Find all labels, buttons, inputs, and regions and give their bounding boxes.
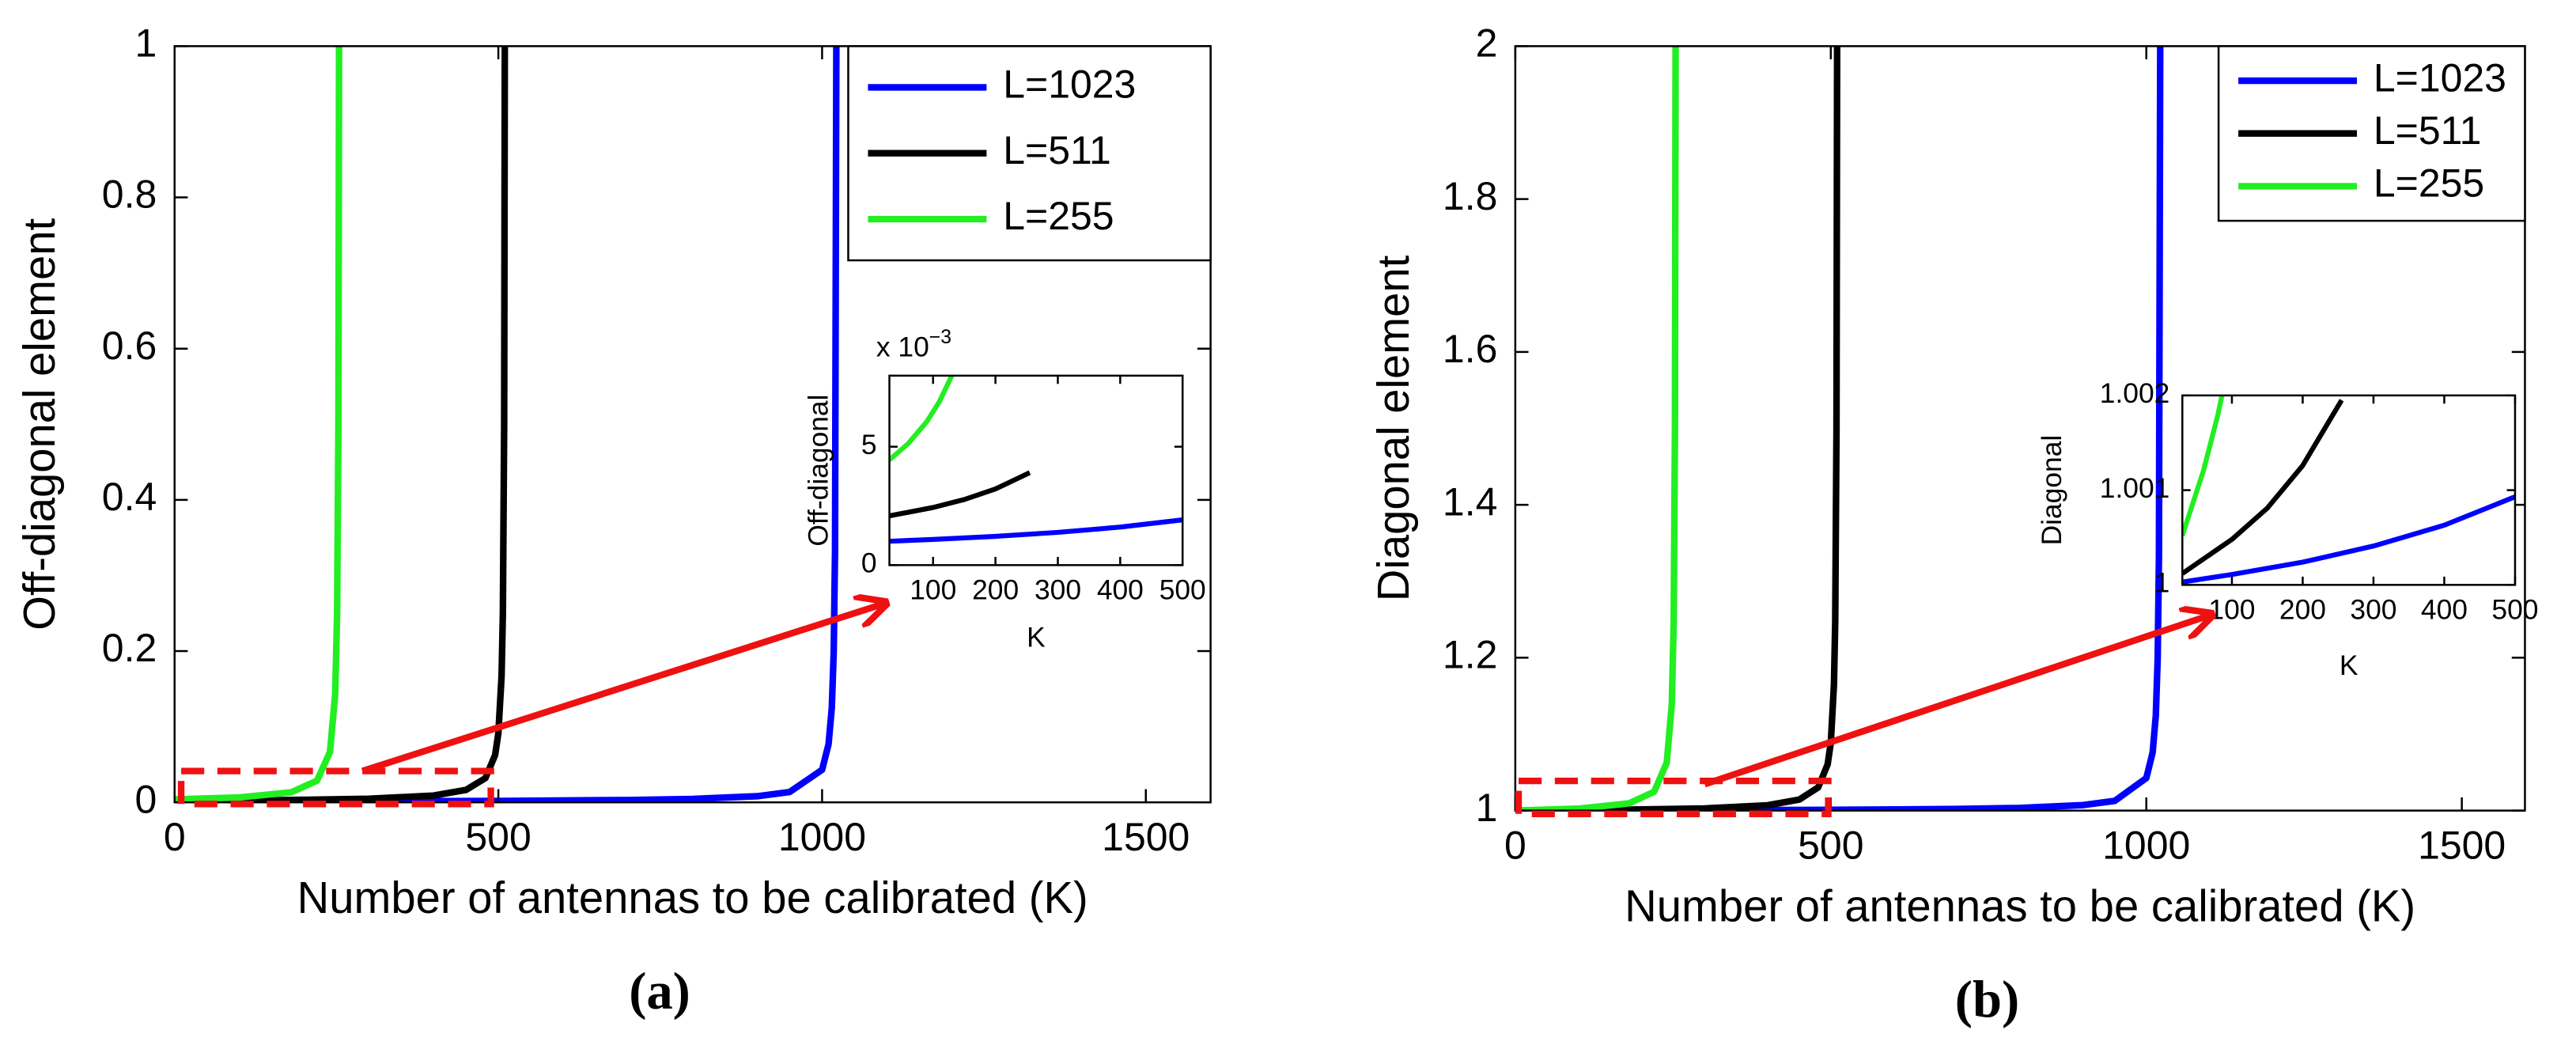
zoom-box (177, 767, 494, 808)
x-axis-label: Number of antennas to be calibrated (K) (297, 873, 1088, 922)
series-line (2182, 395, 2225, 537)
x-tick-label: 400 (2421, 593, 2468, 625)
legend-label: L=1023 (2374, 55, 2506, 100)
x-tick-label: 500 (465, 815, 531, 859)
y-tick-label: 1.6 (1443, 327, 1497, 371)
series-line (889, 517, 1183, 544)
x-tick-label: 500 (2491, 593, 2538, 625)
x-tick-label: 200 (972, 574, 1019, 605)
zoom-annotation-a (177, 603, 886, 808)
series-line (174, 46, 342, 803)
chart: 100 200 300 400 500 1 1.001 1.002 K Diagonal (2036, 377, 2538, 681)
zoom-annotation-b (1515, 615, 2212, 817)
y-tick-label: 1.4 (1443, 479, 1497, 524)
zoom-arrow (1704, 615, 2211, 788)
x-tick-label: 0 (164, 815, 186, 859)
x-axis-label: K (2340, 649, 2358, 681)
x-tick-label: 200 (2279, 593, 2326, 625)
axes-frame (173, 45, 1212, 804)
legend-label: L=511 (2374, 108, 2482, 153)
x-tick-label: 300 (1035, 574, 1081, 605)
y-multiplier: x 10−3 (876, 326, 951, 362)
x-tick-label: 400 (1097, 574, 1144, 605)
legend-label: L=1023 (1003, 62, 1136, 107)
y-axis-label: Diagonal element (1368, 255, 1418, 601)
series-line (2182, 399, 2344, 576)
y-tick-label: 1.002 (2100, 377, 2170, 409)
y-axis-label: Off-diagonal (802, 395, 834, 547)
series-line (1515, 46, 1840, 811)
plot-area (889, 375, 1183, 566)
caption: (a) (629, 963, 690, 1021)
y-tick-label: 1 (134, 21, 157, 66)
caption: (b) (1955, 971, 2019, 1029)
legend-label: L=511 (1003, 128, 1111, 172)
plot-area (2182, 395, 2515, 585)
series-line (889, 470, 1031, 519)
y-tick-label: 0.2 (102, 626, 157, 670)
legend-label: L=255 (1003, 194, 1114, 238)
y-tick-label: 0.4 (102, 475, 157, 519)
y-tick-label: 1 (1476, 786, 1498, 830)
x-tick-label: 1000 (2102, 823, 2190, 867)
legend-label: L=255 (2374, 161, 2484, 206)
y-tick-label: 1 (2154, 567, 2170, 599)
x-axis-label: K (1027, 621, 1046, 653)
series-line (2182, 494, 2515, 585)
x-tick-label: 100 (2208, 593, 2255, 625)
x-axis-label: Number of antennas to be calibrated (K) (1625, 880, 2415, 930)
y-axis-label: Diagonal (2036, 435, 2067, 546)
x-tick-label: 500 (1798, 823, 1863, 867)
series-line (889, 375, 955, 462)
chart: 0 500 1000 1500 1 1.2 1.4 1.6 1.8 2 Number of ante… (1368, 21, 2526, 1029)
zoom-box (1515, 777, 1832, 817)
y-tick-label: 0.6 (102, 324, 157, 368)
x-tick-label: 100 (910, 574, 956, 605)
y-tick-label: 0 (134, 777, 157, 821)
zoom-arrow (361, 603, 886, 774)
y-tick-label: 5 (861, 429, 877, 460)
y-tick-label: 1.2 (1443, 633, 1497, 677)
x-tick-label: 500 (1159, 574, 1206, 605)
multiplier-exponent: −3 (929, 326, 951, 347)
y-tick-label: 0.8 (102, 172, 157, 217)
y-tick-label: 1.001 (2100, 472, 2170, 504)
series-line (1515, 46, 1679, 811)
axes-frame (888, 374, 1184, 566)
y-tick-label: 2 (1476, 21, 1498, 66)
y-tick-label: 0 (861, 547, 877, 579)
x-tick-label: 1500 (2418, 823, 2506, 867)
series-line (174, 46, 509, 803)
chart: 100 200 300 400 500 0 5 K Off-diagonal x 10−3 (802, 326, 1205, 653)
y-axis-label: Off-diagonal element (14, 218, 64, 630)
y-tick-label: 1.8 (1443, 174, 1497, 218)
x-tick-label: 1500 (1102, 815, 1190, 859)
axes-frame (1514, 45, 2526, 812)
x-tick-label: 1000 (778, 815, 866, 859)
x-tick-label: 300 (2350, 593, 2396, 625)
multiplier-base: x 10 (876, 331, 929, 363)
x-tick-label: 0 (1504, 823, 1526, 867)
